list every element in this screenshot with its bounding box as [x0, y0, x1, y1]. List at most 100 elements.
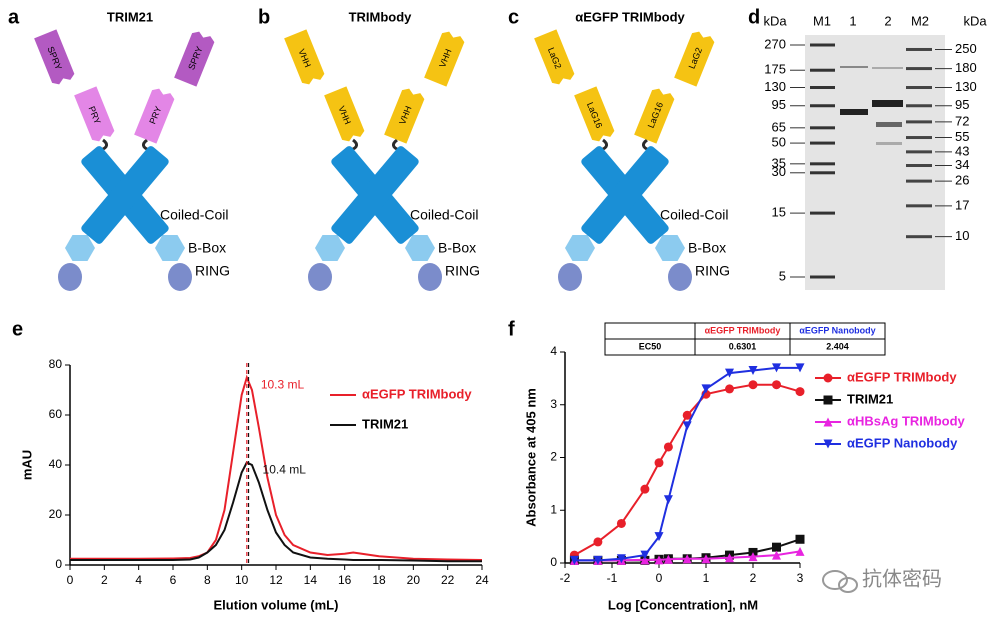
- data-point: [663, 495, 673, 505]
- gel-band: [876, 142, 902, 145]
- marker-band: [906, 104, 932, 108]
- marker-label: 43: [955, 143, 969, 158]
- data-point: [654, 458, 664, 468]
- data-point: [593, 555, 603, 565]
- marker-label: 26: [955, 173, 969, 188]
- marker-label: 175: [764, 62, 786, 77]
- x-tick-label: 4: [135, 573, 142, 587]
- domain: LaG2: [534, 29, 575, 85]
- data-point: [701, 384, 711, 394]
- y-tick-label: 0: [55, 557, 62, 571]
- peak-label: 10.4 mL: [263, 463, 307, 477]
- ring-domain: [668, 263, 692, 291]
- panel-letter: f: [508, 318, 515, 340]
- x-tick-label: 0: [67, 573, 74, 587]
- legend-marker: [823, 373, 833, 383]
- domain-shape: [34, 29, 75, 85]
- legend-label: αEGFP TRIMbody: [847, 369, 957, 384]
- y-tick-label: 80: [49, 357, 63, 371]
- x-tick-label: 12: [269, 573, 283, 587]
- domain: VHH: [284, 29, 325, 85]
- marker-band: [810, 104, 835, 108]
- marker-band: [810, 43, 835, 47]
- x-tick-label: 3: [797, 571, 804, 585]
- data-point: [795, 363, 805, 373]
- series-line: [70, 461, 482, 563]
- series-line: [573, 383, 801, 556]
- x-axis-label: Elution volume (mL): [214, 597, 339, 612]
- domain-shape: [134, 88, 175, 144]
- domain: LaG16: [574, 86, 615, 142]
- domain: VHH: [424, 31, 465, 87]
- data-point: [682, 410, 692, 420]
- domain-shape: [384, 88, 425, 144]
- y-tick-label: 1: [550, 502, 557, 516]
- marker-band: [906, 164, 932, 168]
- data-point: [663, 442, 673, 452]
- marker-label: 17: [955, 197, 969, 212]
- watermark: 抗体密码: [862, 567, 942, 590]
- construct-diagram: b TRIMbodyVHHVHHVHHVHHCoiled-CoilB-BoxRIN…: [258, 6, 480, 291]
- b-box-domain: [655, 235, 685, 261]
- y-axis-label: mAU: [19, 450, 34, 480]
- domain-label: B-Box: [188, 240, 226, 256]
- marker-label: 30: [772, 164, 786, 179]
- x-tick-label: 16: [338, 573, 352, 587]
- coiled-coil: [581, 146, 669, 244]
- marker-label: 130: [764, 79, 786, 94]
- b-box-domain: [315, 235, 345, 261]
- data-point: [682, 421, 692, 431]
- domain-shape: [574, 86, 615, 142]
- ring-domain: [308, 263, 332, 291]
- data-point: [654, 532, 664, 542]
- data-point: [682, 554, 692, 564]
- marker-band: [810, 211, 835, 215]
- legend-label: αEGFP TRIMbody: [362, 386, 472, 401]
- domain: VHH: [384, 88, 425, 144]
- lane-label: 1: [849, 13, 856, 28]
- table-header: αEGFP Nanobody: [799, 325, 875, 335]
- table-value: 2.404: [826, 341, 849, 351]
- domain-label: Coiled-Coil: [160, 207, 228, 223]
- domain-shape: [424, 31, 465, 87]
- legend-label: αEGFP Nanobody: [847, 435, 958, 450]
- marker-band: [810, 68, 835, 72]
- marker-band: [810, 171, 835, 175]
- marker-band: [906, 235, 932, 239]
- legend-marker: [823, 417, 833, 427]
- domain-label: RING: [445, 263, 480, 279]
- y-tick-label: 2: [550, 450, 557, 464]
- panel-letter: b: [258, 6, 270, 28]
- domain: LaG16: [634, 88, 675, 144]
- marker-label: 72: [955, 113, 969, 128]
- domain-shape: [324, 86, 365, 142]
- ring-domain: [418, 263, 442, 291]
- gel-band: [876, 122, 902, 127]
- construct-diagram: c αEGFP TRIMbodyLaG2LaG16LaG2LaG16Coiled-…: [508, 6, 730, 291]
- marker-label: 50: [772, 135, 786, 150]
- marker-band: [906, 120, 932, 124]
- domain-label: RING: [195, 263, 230, 279]
- b-box-domain: [155, 235, 185, 261]
- panel-title: TRIMbody: [349, 9, 413, 24]
- marker-band: [810, 162, 835, 166]
- domain-shape: [74, 86, 115, 142]
- gel-band: [840, 109, 868, 115]
- domain: SPRY: [174, 31, 215, 87]
- domain-shape: [634, 88, 675, 144]
- x-tick-label: 10: [235, 573, 249, 587]
- marker-band: [906, 86, 932, 90]
- data-point: [725, 553, 734, 563]
- domain-shape: [174, 31, 215, 87]
- data-point: [701, 554, 711, 564]
- x-tick-label: 2: [101, 573, 108, 587]
- domain-shape: [674, 31, 715, 87]
- x-tick-label: 20: [407, 573, 421, 587]
- watermark-icon: [822, 570, 858, 593]
- lane-label: M2: [911, 13, 929, 28]
- y-axis-label: Absorbance at 405 nm: [523, 388, 538, 527]
- legend-label: αHBsAg TRIMbody: [847, 413, 966, 428]
- data-point: [795, 534, 805, 544]
- marker-label: 5: [779, 268, 786, 283]
